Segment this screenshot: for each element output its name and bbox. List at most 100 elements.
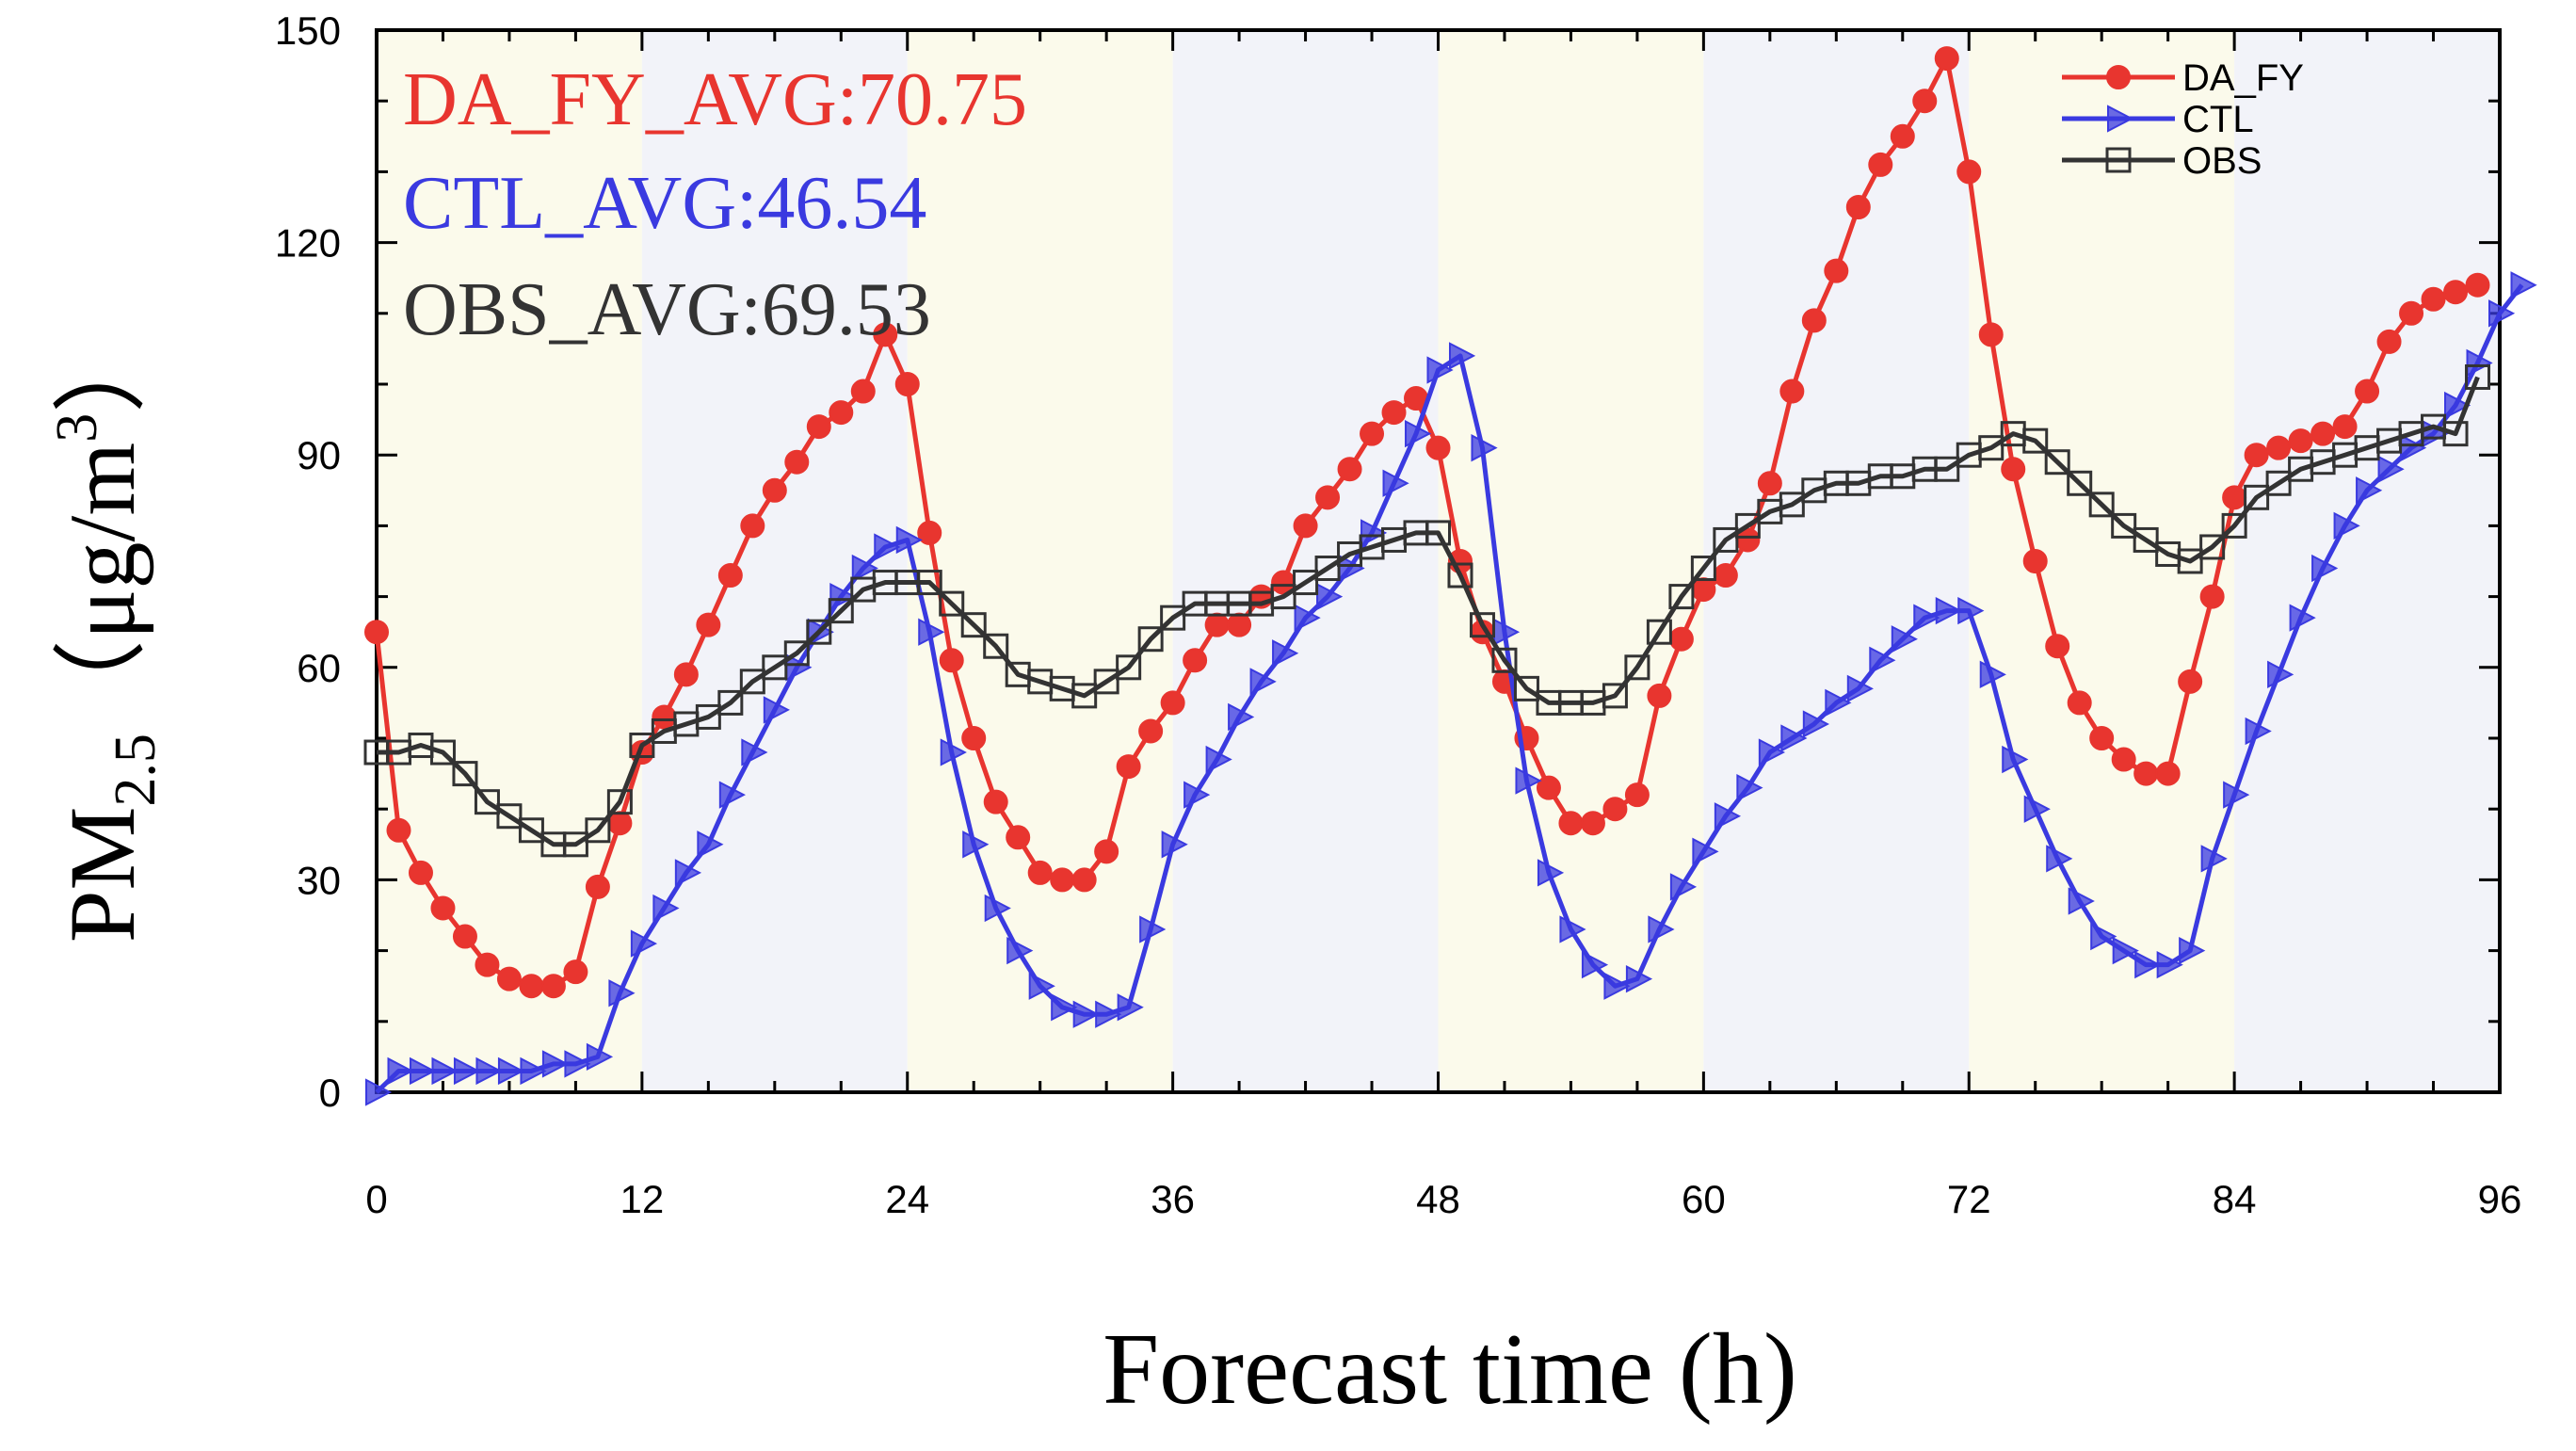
data-point-ctl-52 [1515,766,1542,795]
data-point-ctl-26 [940,738,967,766]
data-point-da-fy-67 [1845,195,1871,219]
data-point-da-fy-31 [1050,867,1075,893]
data-point-obs-95 [2465,363,2491,390]
x-axis-title: Forecast time (h) [1103,1314,1797,1426]
data-point-da-fy-0 [364,620,389,645]
shaded-band-4 [1438,30,1704,1092]
data-point-obs-27 [960,612,987,638]
data-point-ctl-62 [1736,773,1763,802]
data-point-obs-83 [2199,534,2226,560]
data-point-da-fy-13 [652,704,677,730]
data-point-obs-76 [2044,449,2070,476]
data-point-obs-19 [783,640,810,667]
data-point-da-fy-36 [1160,690,1185,716]
data-point-ctl-74 [2002,745,2029,774]
data-point-ctl-23 [874,533,901,561]
data-point-obs-6 [496,803,523,830]
data-point-obs-59 [1668,584,1695,610]
data-point-da-fy-9 [563,959,588,985]
y-axis-unit-close: ） [50,319,154,413]
data-point-da-fy-6 [496,966,522,992]
data-point-ctl-90 [2356,476,2383,505]
data-point-da-fy-42 [1293,513,1318,539]
legend-label-obs: OBS [2182,140,2262,182]
data-point-obs-78 [2088,492,2115,518]
data-point-da-fy-89 [2332,414,2358,440]
data-point-da-fy-68 [1868,152,1893,177]
data-point-obs-7 [518,817,544,844]
data-point-ctl-41 [1272,639,1299,668]
data-point-da-fy-16 [717,563,743,588]
data-point-da-fy-79 [2111,747,2136,772]
data-point-da-fy-20 [806,414,831,440]
x-tick-label-36: 36 [1151,1177,1195,1221]
data-point-ctl-95 [2466,348,2493,378]
data-point-obs-15 [695,703,721,730]
data-point-obs-79 [2111,512,2137,539]
data-point-da-fy-59 [1668,626,1694,652]
data-point-ctl-2 [409,1056,437,1086]
data-point-obs-26 [939,590,965,617]
data-point-obs-42 [1293,570,1319,596]
data-point-ctl-18 [763,696,790,724]
data-point-da-fy-56 [1602,797,1628,822]
data-point-da-fy-80 [2133,761,2159,786]
data-point-ctl-31 [1051,993,1078,1022]
data-point-da-fy-32 [1071,867,1097,893]
data-point-ctl-83 [2200,845,2228,873]
data-point-da-fy-38 [1204,612,1230,637]
data-point-obs-77 [2067,470,2093,496]
data-point-da-fy-22 [850,379,876,404]
data-point-ctl-29 [1006,936,1034,965]
x-tick-label-24: 24 [885,1177,929,1221]
x-tick-label-0: 0 [365,1177,387,1221]
shaded-band-0 [377,30,642,1092]
data-point-ctl-46 [1382,469,1409,497]
data-point-da-fy-30 [1027,860,1053,885]
data-point-ctl-57 [1625,965,1653,993]
data-point-da-fy-10 [585,874,610,899]
data-point-da-fy-44 [1337,457,1362,482]
data-point-ctl-97 [2510,271,2537,299]
data-point-obs-16 [717,689,744,716]
data-point-ctl-68 [1869,646,1896,674]
data-point-obs-73 [1978,435,2004,461]
data-point-da-fy-23 [873,322,898,347]
data-point-ctl-56 [1603,972,1631,1000]
data-point-ctl-88 [2311,554,2339,583]
data-point-ctl-73 [1979,660,2006,688]
data-point-ctl-32 [1072,1000,1100,1028]
data-point-obs-64 [1779,492,1805,518]
data-point-obs-86 [2265,470,2292,496]
data-point-da-fy-24 [894,372,920,396]
data-point-da-fy-91 [2376,329,2402,354]
data-point-obs-56 [1602,683,1628,709]
data-point-obs-28 [983,633,1009,659]
data-point-obs-33 [1093,669,1119,695]
data-point-ctl-69 [1891,625,1918,653]
data-point-obs-11 [606,789,633,815]
data-point-da-fy-29 [1006,825,1031,850]
data-point-ctl-70 [1913,604,1940,632]
data-point-ctl-8 [541,1050,570,1078]
legend-label-ctl: CTL [2182,99,2254,140]
data-point-da-fy-87 [2288,428,2313,454]
data-point-da-fy-63 [1757,471,1782,496]
data-point-da-fy-25 [917,520,942,545]
data-point-obs-85 [2244,484,2270,510]
data-point-da-fy-21 [829,400,854,426]
data-point-da-fy-18 [762,477,787,503]
data-point-ctl-43 [1316,582,1344,611]
data-point-obs-75 [2022,427,2049,454]
annotation-ctl-avg: CTL_AVG:46.54 [403,162,926,245]
shaded-band-7 [2234,30,2500,1092]
data-point-da-fy-77 [2067,690,2092,716]
x-tick-label-72: 72 [1947,1177,1991,1221]
data-point-obs-48 [1425,520,1451,546]
data-point-obs-20 [806,619,832,645]
data-point-da-fy-8 [540,974,566,999]
annotation-da-fy-avg: DA_FY_AVG:70.75 [403,58,1027,141]
data-point-da-fy-46 [1381,400,1407,426]
legend-label-da-fy: DA_FY [2182,57,2304,99]
